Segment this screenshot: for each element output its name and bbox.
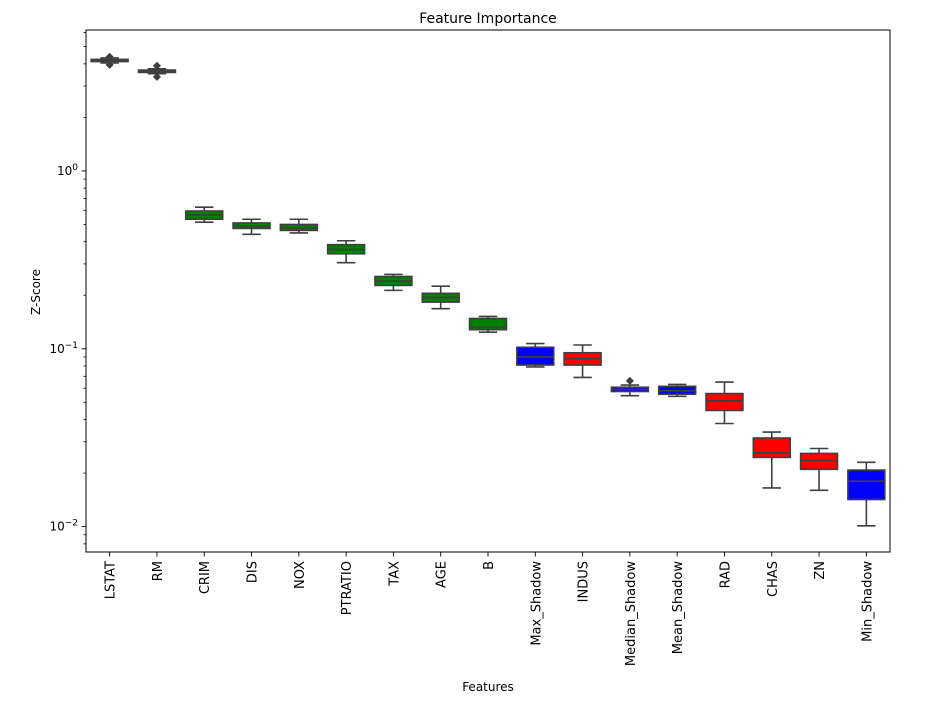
- box-zn: [799, 447, 839, 492]
- box-age: [421, 285, 460, 310]
- box-ptratio: [326, 239, 366, 264]
- outlier-point: [105, 60, 114, 69]
- x-tick-label: INDUS: [577, 561, 592, 602]
- x-tick-label: LSTAT: [104, 561, 119, 599]
- x-tick-labels: LSTAT RM CRIM DIS NOX PTRATIO TAX AGE B Max_Shado…: [104, 552, 875, 666]
- y-tick-label: 100: [57, 163, 78, 178]
- box-nox: [279, 218, 319, 234]
- box-min-shadow: [847, 461, 886, 527]
- box-max-shadow: [516, 342, 555, 368]
- x-tick-label: TAX: [387, 561, 402, 587]
- x-tick-label: Min_Shadow: [860, 561, 875, 642]
- x-tick-label: Max_Shadow: [529, 561, 544, 646]
- x-tick-label: PTRATIO: [340, 561, 355, 615]
- box-lstat: [90, 52, 129, 69]
- x-tick-label: CHAS: [766, 561, 781, 597]
- box-rm: [137, 61, 177, 81]
- plot-background: [86, 30, 890, 552]
- box-crim: [184, 206, 224, 223]
- y-tick-exponent: −1: [65, 341, 78, 351]
- chart-title: Feature Importance: [419, 11, 557, 27]
- y-tick-label: 10−1: [49, 341, 78, 356]
- x-tick-label: B: [482, 561, 497, 570]
- box-rad: [705, 381, 744, 425]
- x-tick-label: DIS: [246, 561, 261, 583]
- box-body: [847, 469, 886, 501]
- x-tick-label: Mean_Shadow: [671, 561, 686, 655]
- box-b: [468, 315, 508, 333]
- box-tax: [374, 273, 413, 292]
- y-tick-base: 10: [49, 520, 64, 534]
- x-tick-label: CRIM: [198, 561, 213, 594]
- y-tick-base: 10: [57, 164, 72, 178]
- outlier-point: [152, 72, 162, 81]
- box-mean-shadow: [657, 383, 697, 398]
- x-tick-label: RAD: [718, 561, 733, 588]
- outlier-point: [625, 376, 634, 385]
- box-body: [705, 392, 744, 412]
- box-body: [468, 317, 508, 331]
- plot-frame: [85, 29, 891, 553]
- x-axis-label: Features: [462, 680, 514, 694]
- box-chas: [752, 431, 792, 489]
- y-tick-base: 10: [49, 342, 64, 356]
- y-tick-label: 10−2: [49, 519, 78, 534]
- box-dis: [232, 218, 271, 236]
- box-indus: [563, 344, 602, 379]
- y-tick-exponent: 0: [72, 163, 78, 173]
- x-tick-label: NOX: [293, 561, 308, 589]
- x-tick-label: RM: [151, 561, 166, 581]
- x-tick-label: ZN: [813, 561, 828, 580]
- box-median-shadow: [610, 376, 650, 397]
- outlier-point: [152, 61, 162, 70]
- y-tick-exponent: −2: [65, 519, 78, 529]
- y-axis-label: Z-Score: [29, 269, 43, 315]
- box-series: [90, 52, 886, 527]
- box-body: [752, 437, 792, 459]
- outlier-point: [105, 52, 114, 61]
- x-tick-label: AGE: [435, 561, 450, 588]
- x-tick-label: Median_Shadow: [624, 561, 639, 666]
